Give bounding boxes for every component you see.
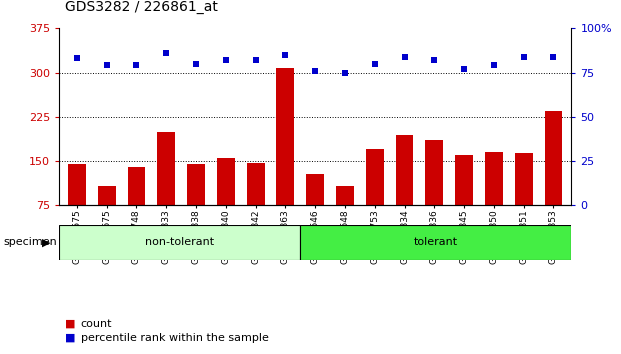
Bar — [396, 135, 414, 205]
Bar — [306, 174, 324, 205]
Text: non-tolerant: non-tolerant — [145, 238, 214, 247]
Text: percentile rank within the sample: percentile rank within the sample — [81, 333, 269, 343]
Bar — [336, 187, 354, 205]
Bar — [515, 153, 533, 205]
Bar — [247, 163, 265, 205]
Bar — [59, 225, 300, 260]
Bar — [97, 187, 116, 205]
Bar — [276, 68, 294, 205]
Bar — [187, 164, 205, 205]
Bar — [425, 141, 443, 205]
Text: ■: ■ — [65, 333, 76, 343]
Bar — [68, 164, 86, 205]
Bar — [300, 225, 571, 260]
Text: specimen: specimen — [3, 238, 57, 247]
Bar — [545, 111, 563, 205]
Bar — [366, 149, 384, 205]
Text: tolerant: tolerant — [414, 238, 458, 247]
Bar — [127, 167, 145, 205]
Text: count: count — [81, 319, 112, 329]
Text: GDS3282 / 226861_at: GDS3282 / 226861_at — [65, 0, 218, 14]
Bar — [455, 155, 473, 205]
Bar — [157, 132, 175, 205]
Text: ■: ■ — [65, 319, 76, 329]
Text: ▶: ▶ — [42, 238, 50, 247]
Bar — [217, 158, 235, 205]
Bar — [485, 152, 503, 205]
